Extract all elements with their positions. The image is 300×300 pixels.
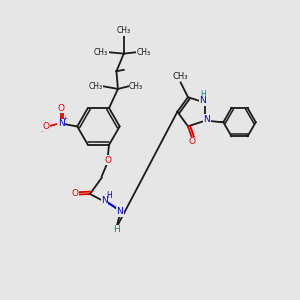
Text: -: - <box>41 129 43 134</box>
Text: CH₃: CH₃ <box>94 48 108 57</box>
Text: N: N <box>203 115 210 124</box>
Text: O: O <box>58 104 64 113</box>
Text: CH₃: CH₃ <box>88 82 102 91</box>
Text: N: N <box>101 196 108 205</box>
Text: CH₃: CH₃ <box>129 82 143 91</box>
Text: +: + <box>62 116 68 121</box>
Text: N: N <box>200 96 206 105</box>
Text: O: O <box>189 137 196 146</box>
Text: H: H <box>113 225 120 234</box>
Text: H: H <box>200 90 206 99</box>
Text: N: N <box>58 119 64 128</box>
Text: N: N <box>117 207 123 216</box>
Text: CH₃: CH₃ <box>136 48 151 57</box>
Text: O: O <box>71 189 78 198</box>
Text: CH₃: CH₃ <box>117 26 131 35</box>
Text: O: O <box>104 156 111 165</box>
Text: O: O <box>42 122 49 131</box>
Text: CH₃: CH₃ <box>173 72 188 81</box>
Text: H: H <box>106 191 112 200</box>
